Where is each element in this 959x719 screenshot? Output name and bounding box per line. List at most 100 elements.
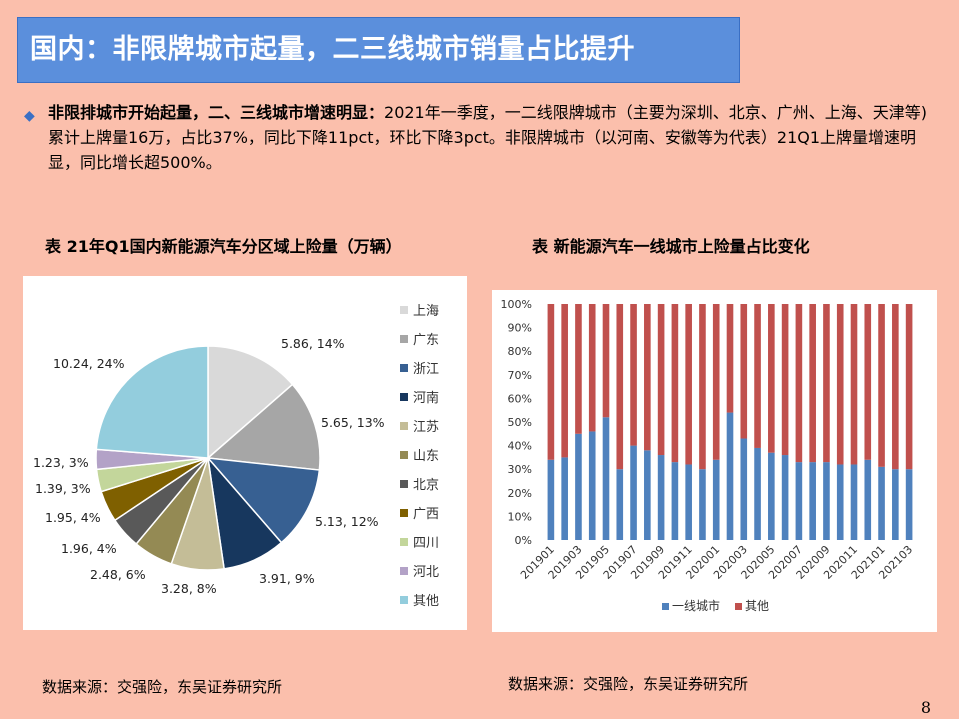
bar-other: [781, 304, 789, 456]
summary-text: 非限排城市开始起量，二、三线城市增速明显：2021年一季度，一二线限牌城市（主要…: [48, 100, 930, 175]
bar-other: [864, 304, 872, 460]
legend-label: 浙江: [413, 362, 439, 377]
pie-slice-1: [206, 383, 321, 471]
bar-first-tier: [561, 457, 568, 540]
bar-other: [616, 304, 624, 470]
pie-source: 数据来源：交强险，东吴证券研究所: [42, 678, 283, 696]
pie-data-label: 10.24, 24%: [53, 356, 125, 371]
pie-data-label: 2.48, 6%: [90, 567, 146, 582]
pie-data-label: 1.95, 4%: [45, 510, 101, 525]
pie-slice-10: [95, 345, 209, 459]
legend-label: 河北: [413, 565, 439, 580]
bar-first-tier: [740, 438, 748, 540]
pie-data-label: 5.65, 13%: [321, 415, 385, 430]
bar-other: [630, 304, 637, 446]
bar-first-tier: [575, 433, 582, 540]
legend-swatch: [400, 480, 408, 488]
bar-first-tier: [850, 464, 858, 540]
bar-first-tier: [644, 450, 651, 540]
bar-other: [740, 304, 748, 439]
legend-label: 四川: [413, 536, 439, 551]
legend-label: 广东: [413, 333, 439, 348]
bar-other: [726, 304, 734, 413]
bar-other: [602, 304, 610, 418]
y-tick-label: 50%: [508, 416, 532, 429]
bar-other: [588, 304, 596, 432]
bar-first-tier: [699, 469, 706, 540]
bar-other: [754, 304, 761, 448]
bar-other: [699, 304, 706, 470]
pie-slice-0: [207, 345, 294, 460]
bar-first-tier: [754, 447, 761, 540]
bar-other: [795, 304, 803, 463]
bar-first-tier: [685, 464, 692, 540]
legend-label-first-tier: 一线城市: [672, 598, 720, 613]
bar-chart: 0%10%20%30%40%50%60%70%80%90%100%2019012…: [501, 298, 916, 613]
pie-data-label: 1.39, 3%: [35, 481, 91, 496]
y-tick-label: 30%: [508, 463, 532, 476]
bar-first-tier: [795, 462, 803, 540]
bar-first-tier: [547, 459, 555, 540]
bar-first-tier: [712, 459, 720, 540]
bar-first-tier: [657, 455, 665, 540]
pie-chart-title: 表 21年Q1国内新能源汽车分区域上险量（万辆）: [45, 237, 402, 256]
bar-first-tier: [726, 412, 734, 540]
bar-first-tier: [588, 431, 596, 540]
y-tick-label: 90%: [508, 322, 532, 335]
legend-label: 江苏: [413, 419, 439, 435]
legend-swatch: [400, 451, 408, 459]
y-tick-label: 10%: [508, 510, 532, 523]
y-tick-label: 70%: [508, 369, 532, 382]
y-tick-label: 100%: [501, 298, 532, 311]
legend-swatch: [400, 393, 408, 401]
bar-chart-title: 表 新能源汽车一线城市上险量占比变化: [532, 237, 810, 256]
legend-swatch: [400, 567, 408, 575]
bar-first-tier: [781, 455, 789, 540]
legend-label: 其他: [413, 594, 439, 609]
bar-first-tier: [630, 445, 637, 540]
summary-bold: 非限排城市开始起量，二、三线城市增速明显：: [48, 103, 385, 122]
bar-other: [561, 304, 568, 458]
pie-data-label: 5.13, 12%: [315, 514, 379, 529]
legend-swatch: [400, 422, 408, 430]
pie-chart-panel: 5.86, 14% 5.65, 13% 5.13, 12% 3.91, 9% 3.28,…: [23, 276, 467, 630]
bar-first-tier: [768, 452, 775, 540]
legend-swatch: [400, 364, 408, 372]
bar-first-tier: [823, 462, 830, 540]
page-title: 国内：非限牌城市起量，二三线城市销量占比提升: [17, 17, 740, 83]
bar-other: [657, 304, 665, 456]
y-tick-label: 40%: [508, 440, 532, 453]
bar-first-tier: [616, 469, 624, 540]
legend-label: 北京: [413, 478, 439, 493]
pie-slice-2: [206, 457, 321, 544]
bar-other: [809, 304, 816, 463]
pie-data-label: 5.86, 14%: [281, 336, 345, 351]
legend-label: 上海: [413, 304, 439, 319]
bar-other: [547, 304, 555, 460]
bar-other: [878, 304, 885, 467]
bar-first-tier: [905, 469, 913, 540]
y-tick-label: 80%: [508, 345, 532, 358]
legend-label: 山东: [413, 449, 439, 464]
legend-swatch: [400, 335, 408, 343]
bar-other: [671, 304, 679, 463]
legend-label-other: 其他: [745, 599, 769, 613]
pie-data-label: 3.28, 8%: [161, 581, 217, 596]
bar-other: [850, 304, 858, 465]
bar-first-tier: [892, 469, 899, 540]
bar-first-tier: [809, 462, 816, 540]
pie-chart: 5.86, 14% 5.65, 13% 5.13, 12% 3.91, 9% 3.28,…: [33, 304, 439, 609]
bar-first-tier: [836, 464, 844, 540]
diamond-bullet-icon: ◆: [24, 108, 35, 124]
bar-other: [836, 304, 844, 465]
summary-body: 2021年一季度，一二线限牌城市（主要为深圳、北京、广州、上海、天津等)累计上牌…: [48, 103, 927, 172]
legend-swatch: [400, 538, 408, 546]
page-number: 8: [920, 698, 931, 717]
pie-data-label: 3.91, 9%: [259, 571, 315, 586]
bar-other: [823, 304, 830, 463]
bar-other: [644, 304, 651, 451]
bar-other: [905, 304, 913, 470]
pie-data-label: 1.23, 3%: [33, 455, 89, 470]
bar-other: [712, 304, 720, 460]
bar-first-tier: [671, 462, 679, 540]
